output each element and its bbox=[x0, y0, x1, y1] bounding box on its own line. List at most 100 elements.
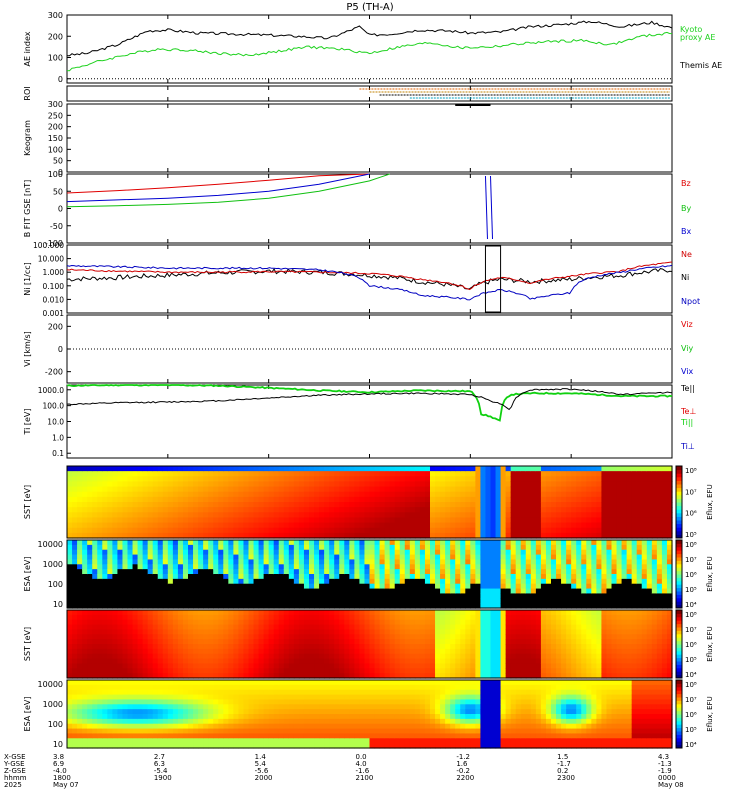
spectro-cell bbox=[233, 486, 240, 493]
spectro-cell bbox=[364, 476, 371, 483]
spectro-cell bbox=[253, 522, 260, 529]
spectro-cell bbox=[77, 502, 83, 508]
spectro-cell bbox=[646, 569, 653, 575]
spectro-cell bbox=[198, 540, 204, 546]
spectro-cell bbox=[162, 559, 169, 565]
spectro-cell bbox=[656, 574, 663, 580]
spectro-cell bbox=[404, 648, 411, 655]
spectro-cell bbox=[379, 598, 386, 604]
spectro-cell bbox=[213, 629, 219, 635]
spectro-cell bbox=[147, 540, 154, 546]
spectro-cell bbox=[576, 588, 582, 595]
spectro-cell bbox=[455, 598, 461, 604]
spectro-cell bbox=[525, 564, 532, 570]
spectro-cell bbox=[616, 559, 623, 565]
spectro-cell bbox=[409, 668, 416, 674]
spectro-cell bbox=[122, 593, 129, 599]
spectro-cell bbox=[167, 634, 174, 640]
spectro-cell bbox=[273, 564, 280, 570]
spectro-cell bbox=[203, 559, 209, 565]
spectro-cell bbox=[233, 540, 240, 546]
spectro-cell bbox=[460, 598, 466, 604]
spectro-cell bbox=[606, 527, 613, 534]
spectro-cell bbox=[82, 564, 88, 570]
spectro-cell bbox=[112, 559, 119, 565]
spectro-cell bbox=[157, 603, 164, 609]
spectro-cell bbox=[450, 527, 456, 534]
spectro-cell bbox=[566, 569, 572, 575]
spectro-cell bbox=[666, 491, 673, 498]
spectro-cell bbox=[182, 668, 189, 674]
spectro-cell bbox=[258, 574, 265, 580]
spectro-cell bbox=[349, 471, 355, 477]
spectro-cell bbox=[419, 466, 426, 472]
spectro-cell bbox=[253, 502, 260, 508]
spectro-cell bbox=[127, 481, 134, 488]
spectro-cell bbox=[535, 486, 542, 493]
spectro-cell bbox=[490, 532, 497, 539]
spectro-cell bbox=[374, 564, 381, 570]
spectro-cell bbox=[359, 486, 366, 493]
spectro-cell bbox=[636, 549, 643, 556]
spectro-cell bbox=[414, 644, 421, 650]
spectro-cell bbox=[424, 578, 431, 585]
y-tick-label: 0.1 bbox=[52, 449, 64, 458]
spectro-cell bbox=[556, 574, 562, 580]
spectro-cell bbox=[334, 603, 340, 609]
spectro-cell bbox=[379, 634, 386, 640]
spectro-cell bbox=[203, 512, 209, 519]
spectro-cell bbox=[591, 549, 597, 556]
spectro-cell bbox=[324, 491, 330, 498]
spectro-cell bbox=[198, 574, 204, 580]
spectro-cell bbox=[253, 540, 260, 546]
spectro-cell bbox=[127, 476, 134, 483]
spectro-cell bbox=[364, 496, 371, 503]
spectro-cell bbox=[298, 569, 305, 575]
spectro-cell bbox=[394, 517, 401, 524]
spectro-cell bbox=[440, 544, 446, 551]
spectro-cell bbox=[591, 527, 597, 534]
spectro-cell bbox=[596, 598, 603, 604]
spectro-cell bbox=[117, 578, 124, 585]
spectro-cell bbox=[525, 527, 532, 534]
spectro-cell bbox=[374, 583, 381, 590]
spectro-cell bbox=[586, 522, 592, 529]
spectro-cell bbox=[399, 578, 406, 585]
spectro-cell bbox=[364, 578, 371, 585]
spectro-cell bbox=[500, 634, 507, 640]
spectro-cell bbox=[253, 614, 260, 621]
spectro-cell bbox=[399, 512, 406, 519]
spectro-cell bbox=[530, 598, 537, 604]
spectro-cell bbox=[253, 507, 260, 513]
spectro-cell bbox=[611, 564, 618, 570]
spectro-cell bbox=[273, 532, 280, 539]
spectro-cell bbox=[424, 544, 431, 551]
spectro-cell bbox=[430, 653, 436, 660]
spectro-cell bbox=[530, 668, 537, 674]
spectro-cell bbox=[238, 496, 245, 503]
spectro-cell bbox=[142, 629, 149, 635]
spectro-cell bbox=[278, 496, 285, 503]
spectro-cell bbox=[601, 481, 608, 488]
spectro-cell bbox=[455, 644, 461, 650]
spectro-cell bbox=[314, 614, 320, 621]
spectro-cell bbox=[172, 466, 179, 472]
spectro-cell bbox=[142, 512, 149, 519]
spectro-cell bbox=[540, 486, 547, 493]
spectro-cell bbox=[314, 644, 320, 650]
spectro-cell bbox=[389, 486, 396, 493]
spectro-cell bbox=[218, 471, 224, 477]
spectro-cell bbox=[203, 476, 209, 483]
spectro-cell bbox=[167, 574, 174, 580]
spectro-cell bbox=[67, 624, 73, 631]
spectro-cell bbox=[379, 644, 386, 650]
spectro-cell bbox=[198, 639, 204, 645]
spectro-cell bbox=[369, 673, 376, 679]
spectro-cell bbox=[228, 583, 234, 590]
spectro-cell bbox=[500, 486, 507, 493]
spectro-cell bbox=[530, 564, 537, 570]
spectro-cell bbox=[218, 522, 224, 529]
spectro-cell bbox=[450, 593, 456, 599]
spectro-cell bbox=[445, 644, 451, 650]
spectro-cell bbox=[374, 502, 381, 508]
